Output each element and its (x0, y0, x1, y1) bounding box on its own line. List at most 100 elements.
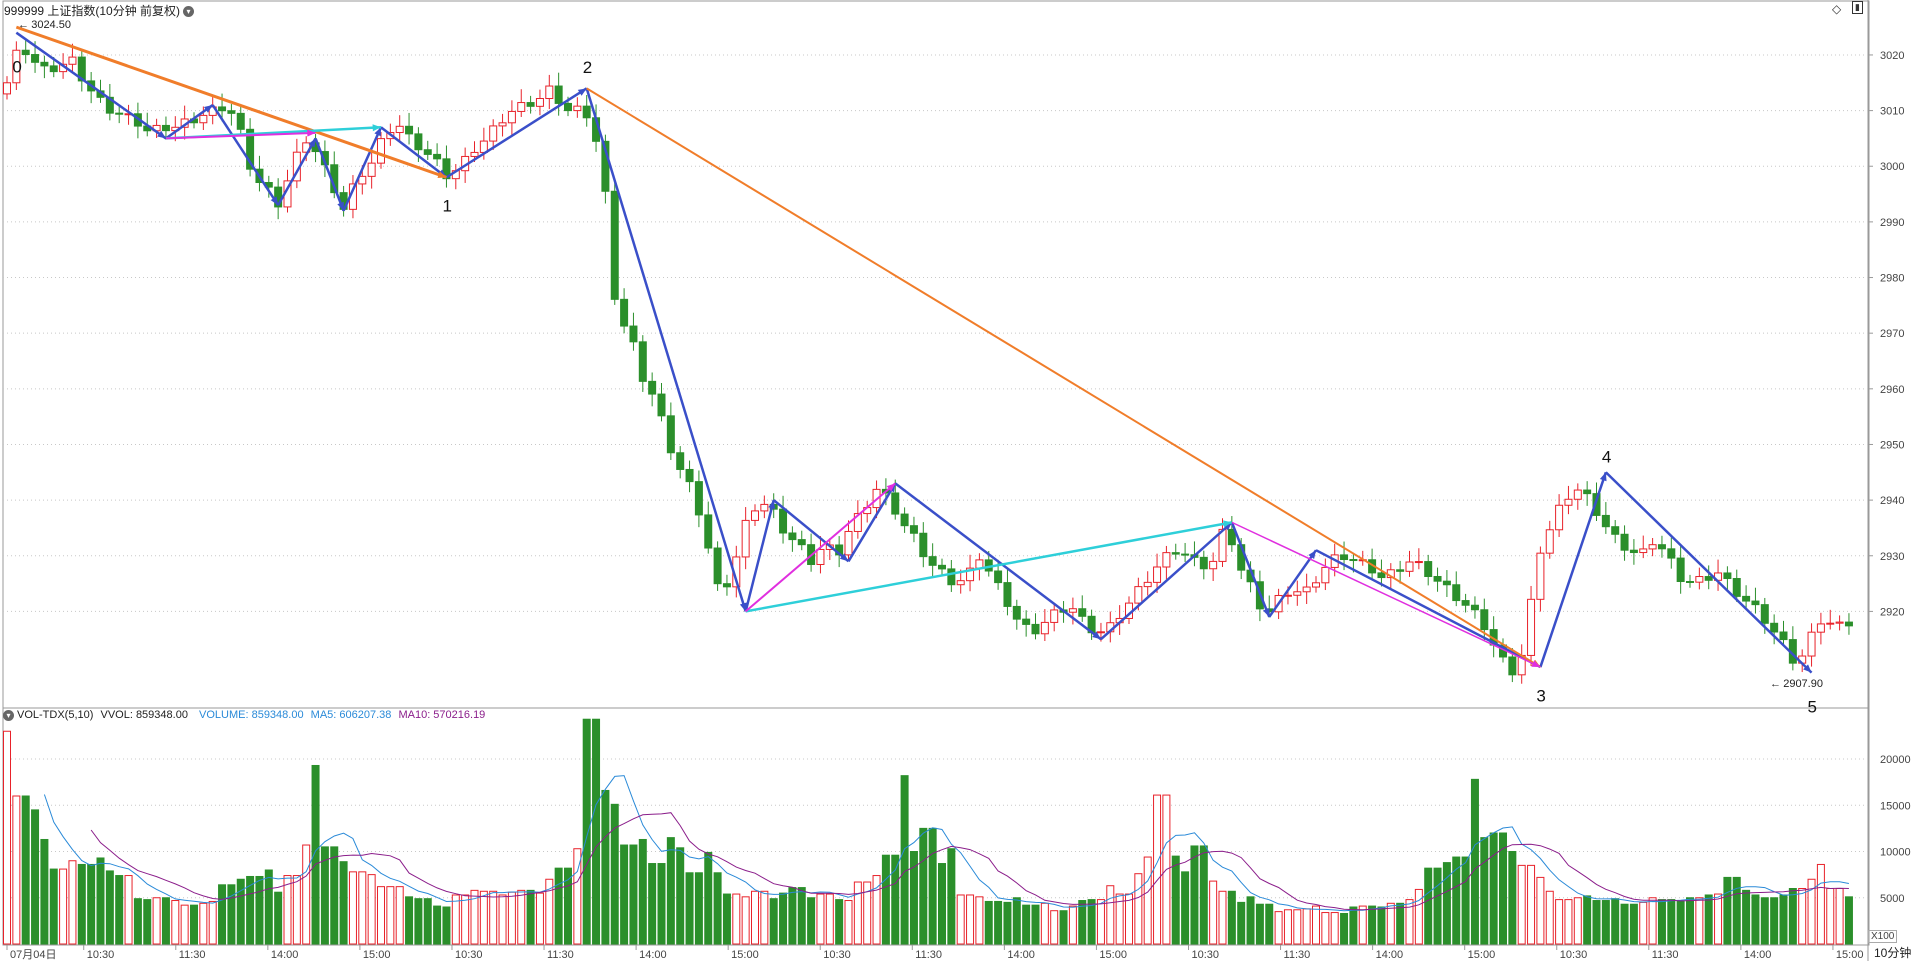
candle-body (573, 105, 582, 112)
wave-segment-head (1262, 607, 1270, 617)
volume-bar (498, 894, 507, 945)
volume-bar (190, 904, 198, 945)
candle-body (956, 580, 965, 586)
volume-bar (1601, 900, 1610, 945)
volume-bar (1414, 888, 1423, 945)
vvol-value: VVOL: 859348.00 (100, 709, 188, 721)
volume-bar (769, 898, 778, 945)
volume-bar (1321, 912, 1330, 945)
candle-body (947, 568, 956, 586)
volume-bar (1527, 864, 1536, 945)
wave-label: 4 (1602, 448, 1611, 467)
volume-bar (1704, 894, 1713, 945)
chevron-down-icon[interactable]: ▾ (183, 6, 195, 18)
volume-bar (1461, 856, 1470, 945)
volume-bar (601, 789, 610, 945)
candle-body (1657, 544, 1666, 550)
volume-bar (1489, 832, 1498, 945)
wave-segment-head (308, 138, 316, 148)
candle-body (1171, 552, 1180, 555)
candle-body (1405, 561, 1414, 572)
trend-orange-line (15, 25, 447, 179)
candle-body (1826, 622, 1835, 625)
time-tick-label: 10:30 (1560, 949, 1588, 961)
candle-body (1629, 549, 1638, 554)
volume-bar (405, 896, 414, 945)
volume-bar (31, 809, 40, 945)
candle-body (1302, 586, 1311, 593)
volume-bar (1171, 855, 1180, 945)
volume-bar (1068, 905, 1077, 945)
trend-magenta-line-head (886, 483, 896, 492)
trend-magenta-line-head (1531, 660, 1541, 668)
diamond-icon[interactable]: ◇ (1832, 2, 1842, 16)
volume-bar (507, 891, 516, 945)
time-tick-label: 10:30 (823, 949, 851, 961)
candle-body (1807, 631, 1816, 657)
volume-bar (1022, 904, 1031, 945)
time-tick-label: 14:00 (271, 949, 299, 961)
candle-body (1508, 656, 1517, 676)
volume-bar (423, 898, 432, 945)
wave-segment (585, 87, 747, 612)
candle-body (760, 503, 769, 512)
chevron-down-icon[interactable]: ▾ (3, 709, 14, 721)
volume-bar (535, 892, 544, 945)
candle-body (638, 341, 647, 382)
candle-body (1414, 561, 1423, 564)
trend-orange-line-head (437, 171, 447, 178)
volume-bar (928, 827, 937, 945)
volume-bar (180, 904, 189, 945)
volume-bar (713, 872, 722, 945)
wave-segment (15, 31, 167, 140)
candle-body (685, 468, 694, 483)
panel-toggle-icon[interactable]: ▮ (1852, 1, 1863, 14)
candle-body (1695, 576, 1704, 583)
time-tick-label: 10:30 (87, 949, 115, 961)
candle-body (68, 56, 77, 65)
volume-bar (853, 881, 862, 945)
volume-bar (1349, 906, 1358, 945)
candle-body (1611, 526, 1620, 535)
volume-bar (975, 896, 984, 945)
period-label[interactable]: 10分钟 (1874, 946, 1912, 960)
volume-bar (1732, 876, 1741, 945)
volume-bar (863, 881, 872, 945)
volume-bar (1452, 856, 1461, 945)
volume-bar (1386, 902, 1395, 945)
volume-bar (1031, 904, 1040, 945)
candle-body (1153, 566, 1162, 583)
candle-body (21, 49, 30, 56)
candle-body (1293, 591, 1302, 596)
candle-body (1723, 572, 1732, 580)
volume-bar (966, 894, 975, 945)
volume-bar (629, 844, 638, 945)
volume-bar (620, 844, 629, 945)
volume-bar (283, 875, 292, 945)
wave-segment-head (739, 602, 747, 612)
volume-bar (1798, 888, 1807, 945)
candle-body (966, 567, 975, 582)
volume-bar (1639, 901, 1648, 945)
volume-bar (1424, 867, 1433, 945)
volume-bar (816, 893, 825, 945)
wave-segment-head (768, 500, 776, 510)
wave-segment-head (374, 127, 381, 137)
wave-segment (1268, 549, 1318, 618)
volume-bar (161, 897, 170, 945)
candle-body (1527, 598, 1536, 656)
volume-bar (1676, 900, 1685, 945)
candle-body (751, 510, 759, 521)
volume-bar (143, 899, 152, 945)
wave-segment-head (1599, 472, 1607, 482)
time-tick-label: 14:00 (1744, 949, 1772, 961)
volume-bar (292, 875, 301, 945)
wave-segment (1230, 521, 1271, 618)
candle-body (629, 325, 638, 343)
candle-body (1078, 608, 1087, 617)
wave-segment (1604, 471, 1813, 674)
candle-body (423, 149, 432, 155)
candle-body (900, 513, 909, 527)
volume-bar (825, 893, 834, 945)
